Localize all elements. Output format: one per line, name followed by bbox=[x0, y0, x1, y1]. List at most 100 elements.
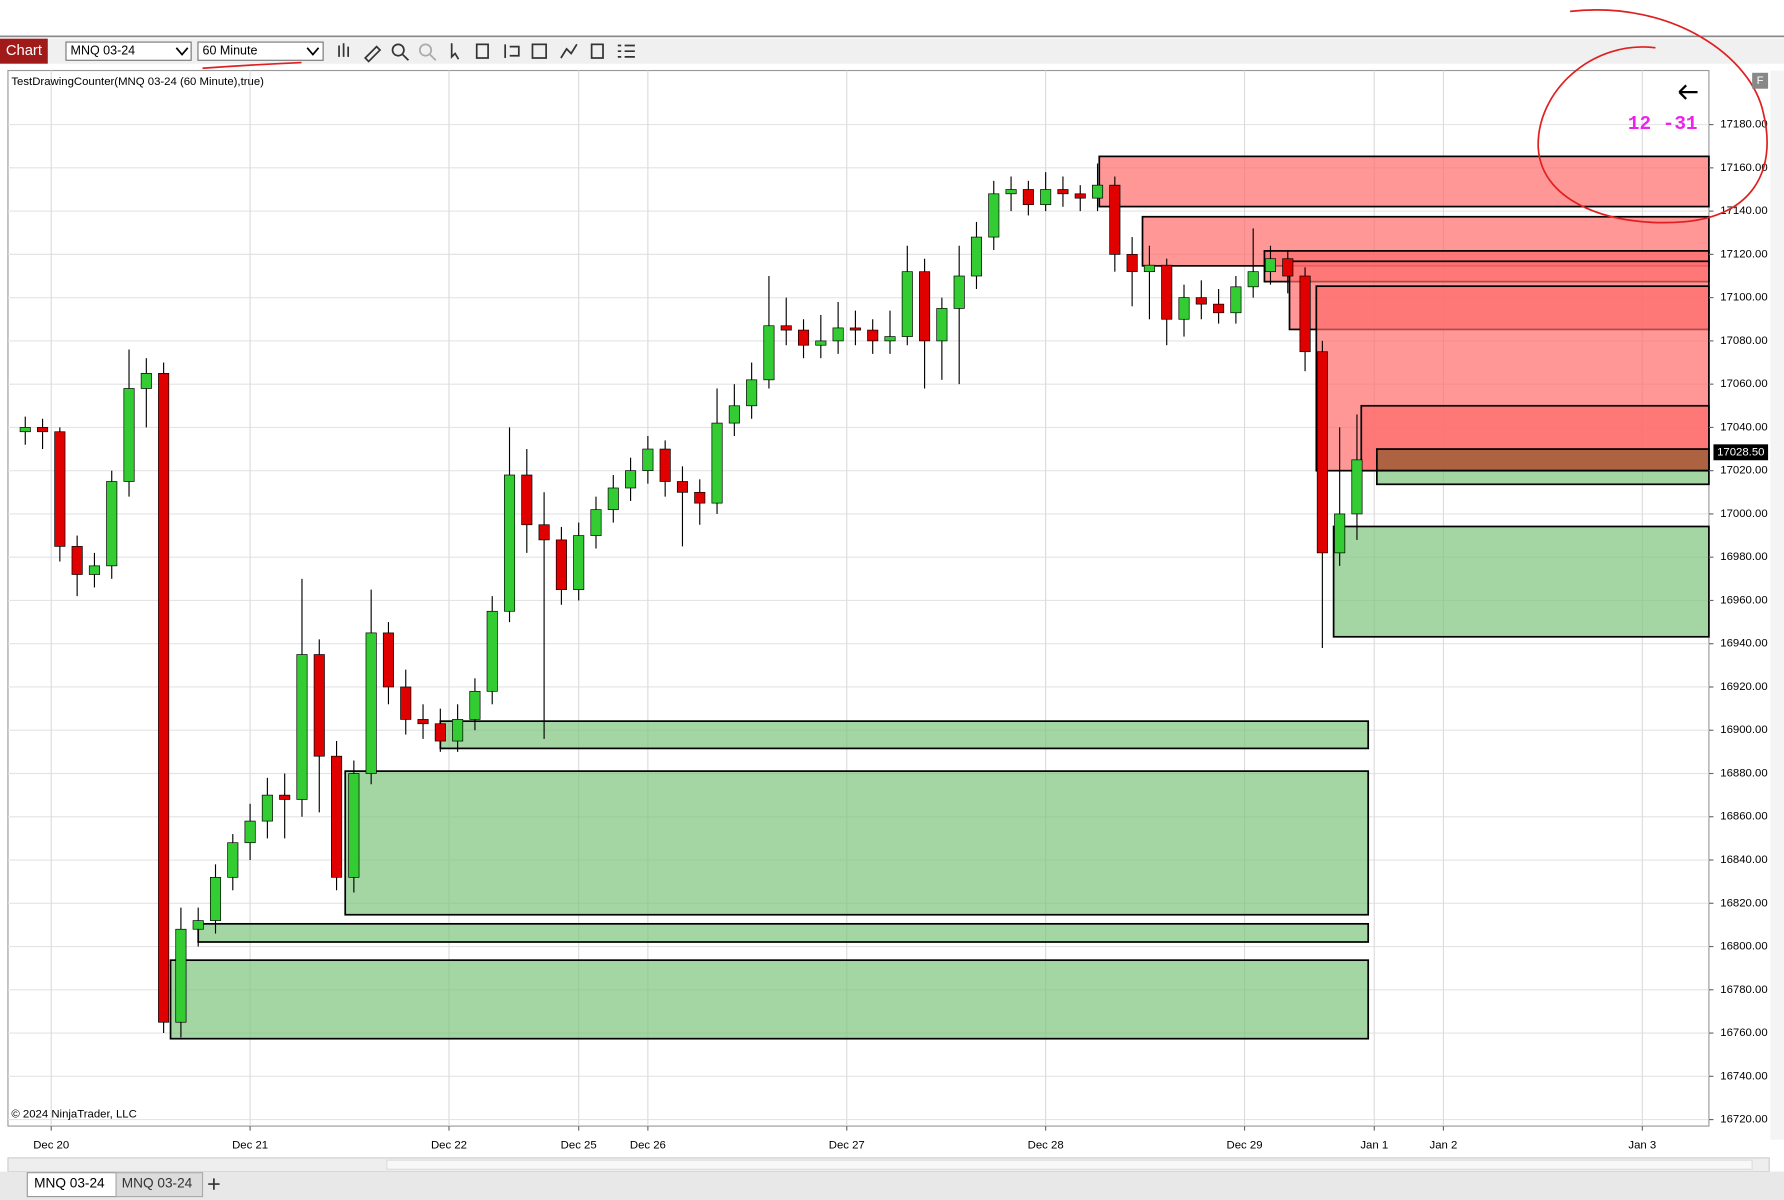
y-tick-label: 16760.00 bbox=[1720, 1027, 1767, 1039]
candle-body bbox=[209, 876, 222, 921]
candle-body bbox=[106, 481, 118, 567]
candle-body bbox=[382, 632, 394, 688]
candle-body bbox=[521, 474, 533, 526]
candle-body bbox=[1213, 303, 1225, 314]
candle-body bbox=[1005, 189, 1017, 195]
candle-body bbox=[1247, 271, 1259, 288]
candle-body bbox=[815, 340, 827, 346]
candle-body bbox=[867, 329, 879, 342]
candle-body bbox=[503, 474, 516, 612]
zones bbox=[169, 155, 1710, 1040]
candle-body bbox=[1264, 258, 1277, 273]
indicator-label: TestDrawingCounter(MNQ 03-24 (60 Minute)… bbox=[11, 76, 264, 88]
candle-body bbox=[19, 427, 31, 433]
x-tick-label: Dec 27 bbox=[829, 1139, 865, 1151]
x-tick-label: Jan 2 bbox=[1430, 1139, 1458, 1151]
interval-select[interactable] bbox=[197, 41, 324, 61]
y-tick-label: 16880.00 bbox=[1720, 767, 1767, 779]
candle-body bbox=[313, 654, 325, 757]
candle-body bbox=[348, 773, 360, 878]
panel-button-icon: F bbox=[1757, 75, 1764, 87]
candle-body bbox=[175, 928, 187, 1023]
chart-button[interactable] bbox=[0, 38, 48, 64]
back-arrow bbox=[1678, 84, 1698, 100]
y-tick-label: 16900.00 bbox=[1720, 724, 1767, 736]
tab-label[interactable]: MNQ 03-24 bbox=[34, 1176, 105, 1191]
instrument-select[interactable] bbox=[65, 41, 192, 61]
candle-body bbox=[676, 481, 688, 493]
candle-body bbox=[607, 487, 619, 510]
candle-body bbox=[849, 327, 861, 331]
candle-body bbox=[590, 509, 602, 536]
last-price-label: 17028.50 bbox=[1717, 446, 1764, 458]
candle-body bbox=[625, 470, 637, 489]
candle-body bbox=[711, 422, 723, 504]
candle-body bbox=[919, 271, 931, 342]
x-tick-label: Dec 21 bbox=[232, 1139, 268, 1151]
panel-button[interactable] bbox=[1752, 72, 1769, 89]
chart-button-label[interactable]: Chart bbox=[6, 43, 42, 59]
scrollbar-thumb[interactable] bbox=[386, 1159, 1753, 1170]
candle-body bbox=[694, 491, 706, 504]
candle-body bbox=[54, 431, 66, 547]
candle-body bbox=[37, 427, 49, 433]
y-tick-label: 17060.00 bbox=[1720, 378, 1767, 390]
candle-body bbox=[486, 610, 498, 692]
candles bbox=[19, 163, 1363, 1038]
y-tick-label: 17160.00 bbox=[1720, 162, 1767, 174]
y-tick-label: 17120.00 bbox=[1720, 248, 1767, 260]
candle-body bbox=[123, 388, 135, 482]
candle-body bbox=[71, 546, 83, 575]
candle-body bbox=[452, 719, 464, 742]
candle-body bbox=[642, 448, 654, 472]
y-tick-label: 16780.00 bbox=[1720, 984, 1767, 996]
last-price-box bbox=[1713, 444, 1769, 461]
hand-drawn-circle bbox=[1537, 9, 1768, 224]
candle-body bbox=[296, 654, 308, 800]
x-tick-label: Dec 28 bbox=[1028, 1139, 1064, 1151]
candle-body bbox=[1282, 258, 1294, 277]
candle-body bbox=[400, 686, 412, 720]
candle-body bbox=[1351, 459, 1363, 515]
y-tick-label: 17100.00 bbox=[1720, 292, 1767, 304]
toolbar-icons[interactable] bbox=[338, 43, 635, 63]
dropdown-arrow bbox=[175, 47, 189, 56]
y-tick-label: 16740.00 bbox=[1720, 1070, 1767, 1082]
tab-bar bbox=[0, 1171, 1784, 1200]
y-tick-label: 16800.00 bbox=[1720, 941, 1767, 953]
y-tick-label: 16820.00 bbox=[1720, 897, 1767, 909]
copyright: © 2024 NinjaTrader, LLC bbox=[11, 1109, 136, 1121]
candle-body bbox=[901, 271, 913, 337]
candle-body bbox=[261, 794, 273, 822]
candle-body bbox=[1109, 184, 1121, 255]
x-tick-label: Dec 22 bbox=[431, 1139, 467, 1151]
candle-body bbox=[365, 632, 377, 774]
zone bbox=[1332, 525, 1710, 638]
dropdown-arrow bbox=[306, 47, 320, 56]
x-tick-label: Dec 25 bbox=[561, 1139, 597, 1151]
candle-body bbox=[1316, 351, 1328, 554]
instrument-text[interactable]: MNQ 03-24 bbox=[71, 43, 136, 57]
candle-body bbox=[1057, 189, 1069, 195]
zone bbox=[197, 922, 1370, 943]
zone bbox=[1375, 469, 1710, 486]
candle-body bbox=[988, 193, 1000, 238]
x-tick-label: Jan 1 bbox=[1360, 1139, 1388, 1151]
candle-body bbox=[244, 820, 256, 844]
candle-body bbox=[88, 565, 100, 575]
candle-body bbox=[1022, 189, 1034, 205]
x-tick-label: Dec 20 bbox=[33, 1139, 69, 1151]
candle-body bbox=[728, 405, 740, 424]
candle-body bbox=[1126, 254, 1138, 273]
tab[interactable] bbox=[115, 1172, 204, 1198]
candle-body bbox=[1040, 189, 1052, 205]
candle-body bbox=[1143, 264, 1155, 273]
x-tick-label: Dec 29 bbox=[1227, 1139, 1263, 1151]
tab-label[interactable]: MNQ 03-24 bbox=[122, 1176, 193, 1191]
interval-text[interactable]: 60 Minute bbox=[203, 43, 258, 57]
counter-annotation: 12 -31 bbox=[1628, 113, 1698, 135]
y-tick-label: 17000.00 bbox=[1720, 508, 1767, 520]
hand-drawn-underline bbox=[202, 61, 302, 70]
add-tab[interactable] bbox=[208, 1178, 220, 1190]
